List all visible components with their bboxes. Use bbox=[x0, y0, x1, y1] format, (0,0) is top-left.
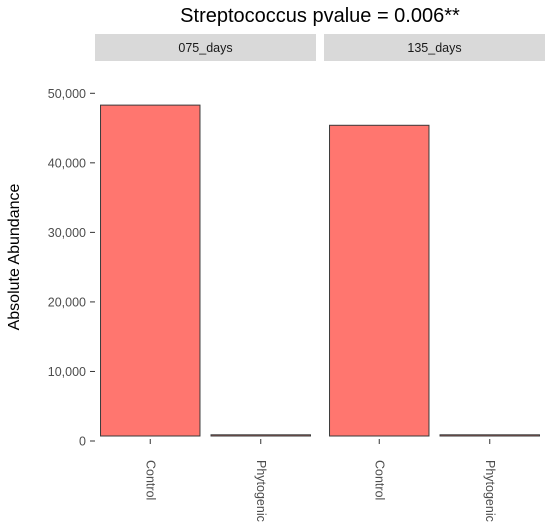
x-tick-label: Control bbox=[143, 460, 157, 500]
bar bbox=[329, 124, 430, 437]
x-tick-label: Phytogenic bbox=[254, 460, 268, 522]
y-tick-label: 0 bbox=[79, 435, 86, 449]
y-tick-label: 10,000 bbox=[48, 365, 86, 379]
bar bbox=[439, 434, 540, 437]
y-axis-label: Absolute Abundance bbox=[6, 184, 23, 331]
facet-strip-label: 135_days bbox=[407, 41, 461, 55]
chart-title: Streptococcus pvalue = 0.006** bbox=[180, 5, 460, 27]
x-tick-label: Control bbox=[372, 460, 386, 500]
x-tick-label: Phytogenic bbox=[483, 460, 497, 522]
y-tick-label: 30,000 bbox=[48, 226, 86, 240]
facet-strip bbox=[95, 34, 316, 61]
bar bbox=[210, 434, 311, 437]
y-tick-label: 20,000 bbox=[48, 295, 86, 309]
facet-strip-label: 075_days bbox=[178, 41, 232, 55]
plot-area: 0 10,000 20,000 30,000 40,000 50,000 075_days C… bbox=[48, 34, 545, 522]
bar bbox=[100, 104, 201, 437]
y-tick-label: 40,000 bbox=[48, 156, 86, 170]
y-tick-label: 50,000 bbox=[48, 87, 86, 101]
facet-strip bbox=[324, 34, 545, 61]
